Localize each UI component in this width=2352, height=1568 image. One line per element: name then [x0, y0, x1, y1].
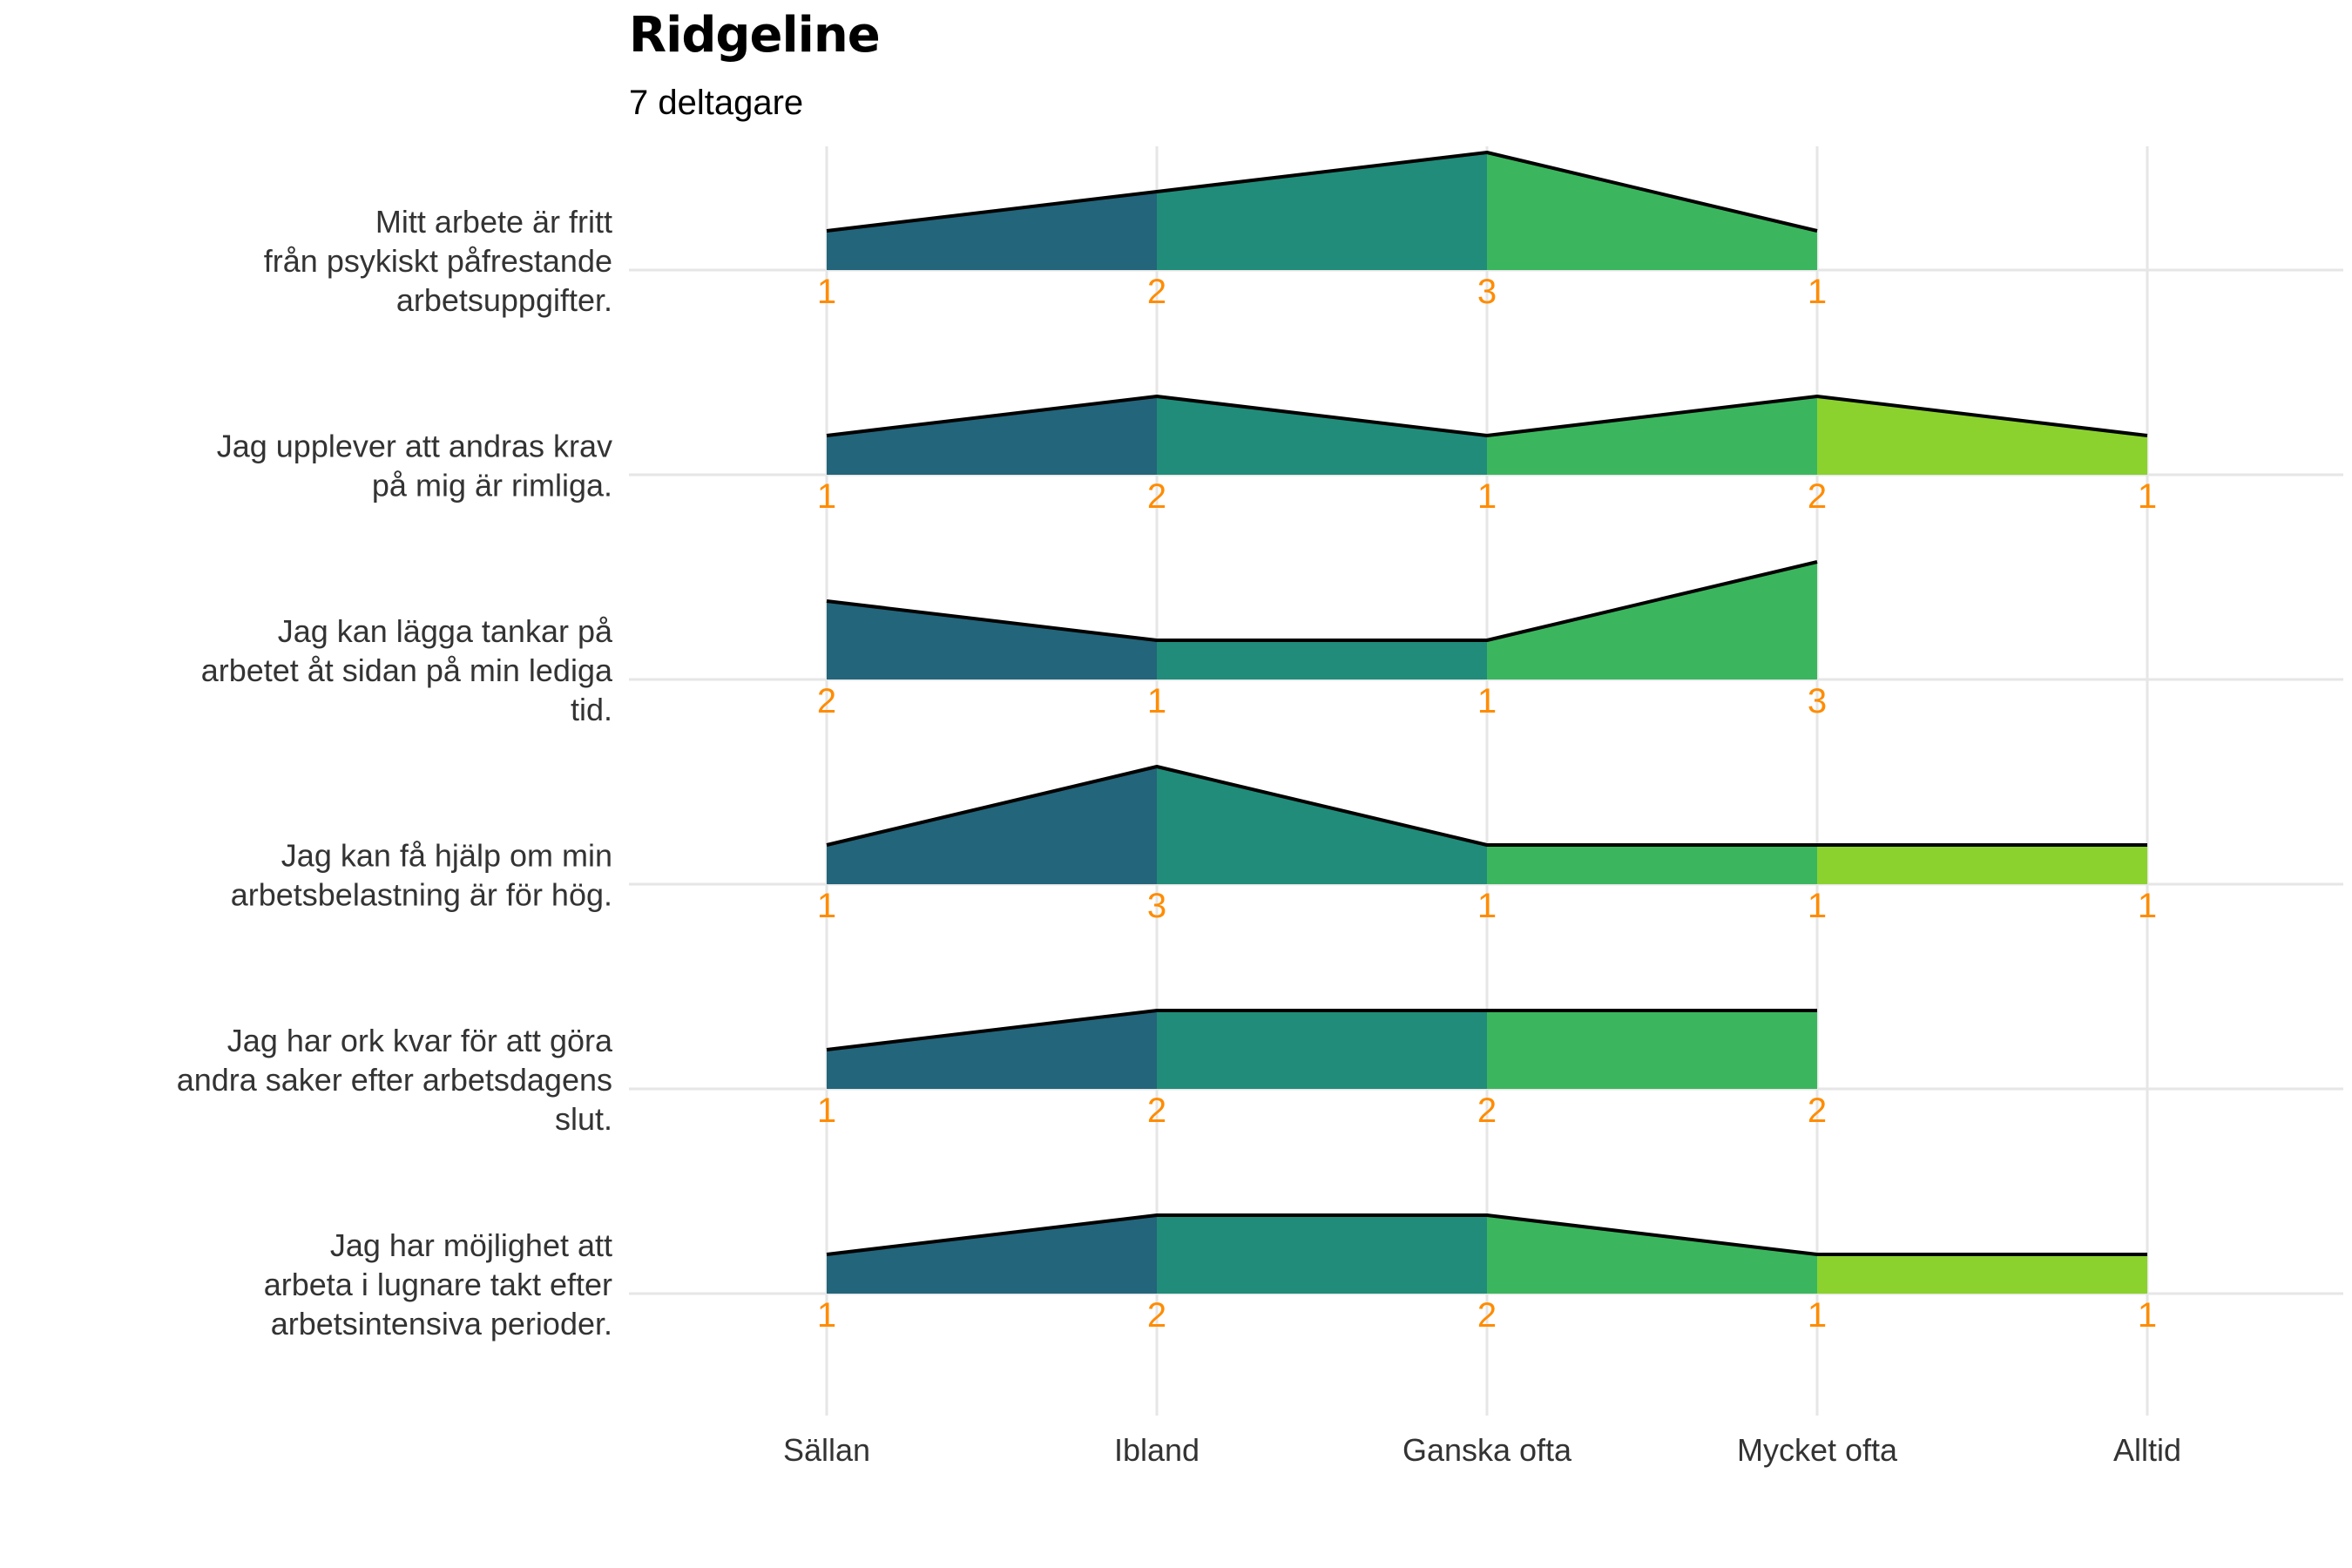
ridge-outline [826, 560, 1818, 642]
count-label: 2 [1147, 1092, 1166, 1130]
count-label: 2 [1808, 1092, 1827, 1130]
x-tick-label: Ibland [1114, 1432, 1200, 1468]
ridge-segment [1157, 396, 1487, 475]
ridge-segment [1487, 845, 1817, 884]
count-label: 1 [1808, 1296, 1827, 1335]
count-label: 2 [1147, 273, 1166, 311]
count-label: 1 [2138, 887, 2157, 925]
ridge-outline [826, 395, 2148, 437]
count-label: 1 [1147, 682, 1166, 720]
ridge-segment [827, 601, 1157, 679]
x-tick-label: Ganska ofta [1402, 1432, 1572, 1468]
count-label: 2 [1808, 477, 1827, 516]
x-tick-label: Mycket ofta [1737, 1432, 1898, 1468]
ridge-segment [1487, 152, 1817, 270]
ridge-outline [826, 1009, 1817, 1051]
x-tick-label: Sällan [783, 1432, 870, 1468]
count-label: 1 [817, 477, 836, 516]
count-label: 1 [1477, 682, 1497, 720]
count-label: 1 [1808, 887, 1827, 925]
count-label: 2 [1147, 477, 1166, 516]
ridge-segment [827, 192, 1157, 270]
ridge-segment [1487, 1010, 1817, 1089]
ridge-segment [827, 1010, 1157, 1089]
ridge-segment [827, 767, 1157, 884]
chart-title: Ridgeline [629, 7, 881, 64]
count-label: 3 [1147, 887, 1166, 925]
count-label: 1 [1477, 887, 1497, 925]
row-label: Mitt arbete är fritt från psykiskt påfres… [264, 204, 612, 318]
count-label: 1 [1477, 477, 1497, 516]
ridge-segment [1817, 845, 2147, 884]
ridge-segment [1157, 152, 1487, 270]
count-label: 3 [1477, 273, 1497, 311]
count-label: 3 [1808, 682, 1827, 720]
chart-subtitle: 7 deltagare [629, 84, 804, 122]
count-label: 1 [1808, 273, 1827, 311]
ridge-segment [827, 396, 1157, 475]
ridge-segment [1817, 1254, 2147, 1294]
count-label: 1 [817, 887, 836, 925]
ridge-outline [826, 765, 2147, 847]
ridge-segment [827, 1215, 1157, 1294]
row-label: Jag upplever att andras krav på mig är ri… [217, 429, 612, 504]
count-label: 1 [2138, 1296, 2157, 1335]
row-label: Jag har möjlighet att arbeta i lugnare ta… [264, 1227, 612, 1342]
ridge-outline [826, 1213, 2147, 1256]
ridge-segment [1487, 396, 1817, 475]
count-label: 2 [1477, 1092, 1497, 1130]
ridge-segment [1157, 640, 1487, 679]
count-label: 1 [817, 273, 836, 311]
count-label: 2 [1147, 1296, 1166, 1335]
count-label: 1 [2138, 477, 2157, 516]
count-label: 1 [817, 1092, 836, 1130]
ridge-outline [826, 151, 1818, 233]
x-tick-label: Alltid [2113, 1432, 2181, 1468]
row-label: Jag kan lägga tankar på arbetet åt sidan … [201, 613, 613, 727]
row-label: Jag har ork kvar för att göra andra saker… [177, 1023, 613, 1137]
ridge-segment [1487, 1215, 1817, 1294]
ridge-segment [1817, 396, 2147, 475]
ridge-segment [1487, 562, 1817, 679]
ridge-segment [1157, 1215, 1487, 1294]
ridge-segment [1157, 767, 1487, 884]
row-label: Jag kan få hjälp om min arbetsbelastning … [231, 838, 612, 913]
count-label: 2 [817, 682, 836, 720]
count-label: 1 [817, 1296, 836, 1335]
ridge-segment [1157, 1010, 1487, 1089]
count-label: 2 [1477, 1296, 1497, 1335]
